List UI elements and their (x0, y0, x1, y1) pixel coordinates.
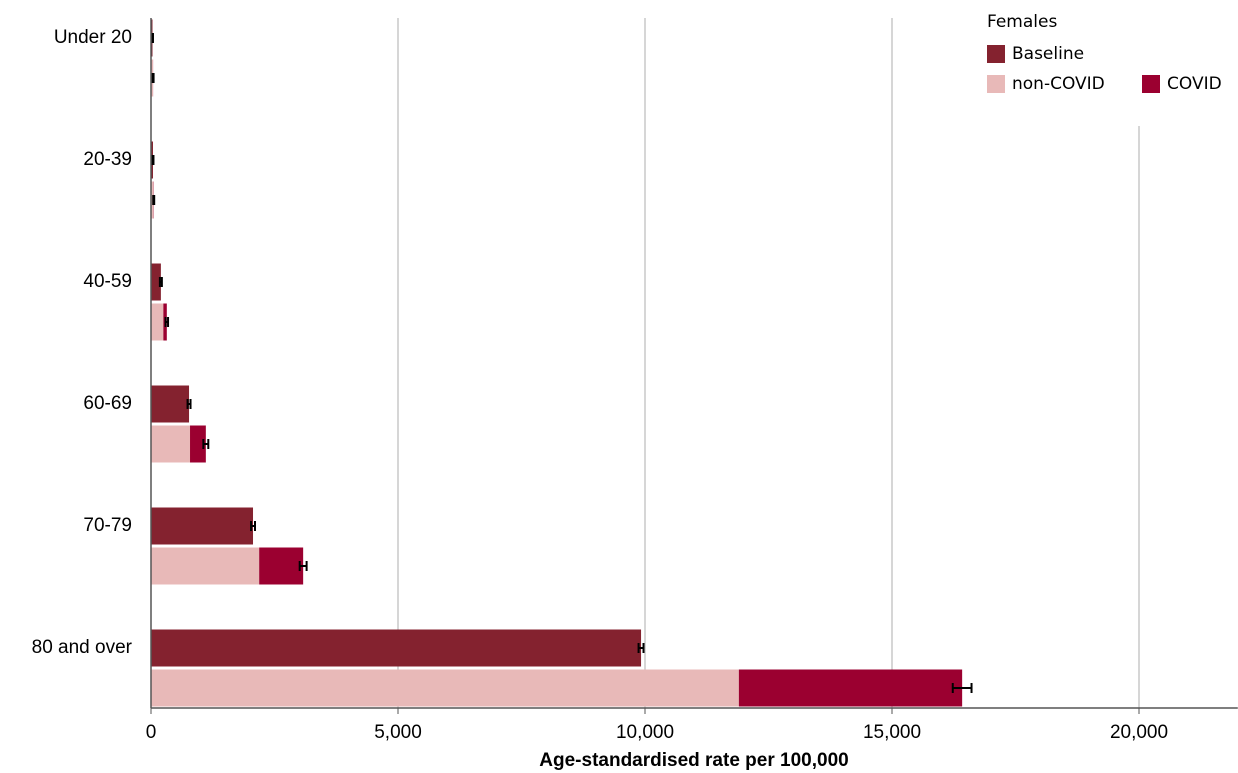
bar (151, 507, 254, 545)
error-bar (250, 521, 256, 531)
bar (151, 385, 190, 423)
bar (151, 263, 161, 301)
y-tick-label: 20-39 (83, 149, 132, 170)
legend-label: non-COVID (1012, 74, 1105, 94)
error-bar (151, 155, 155, 165)
bar (151, 629, 642, 667)
x-tick-label: 0 (146, 722, 157, 743)
x-tick-label: 10,000 (616, 722, 674, 743)
y-tick-label: 40-59 (83, 271, 132, 292)
bar (151, 669, 739, 707)
legend-label: COVID (1167, 74, 1222, 94)
error-bar (637, 643, 645, 653)
legend-title: Females (987, 12, 1057, 32)
x-tick-label: 20,000 (1110, 722, 1168, 743)
bar (738, 669, 963, 707)
y-tick-label: 70-79 (83, 515, 132, 536)
bar (151, 547, 260, 585)
error-bar (298, 561, 308, 571)
x-axis-title: Age-standardised rate per 100,000 (539, 750, 848, 771)
x-tick-label: 5,000 (374, 722, 422, 743)
x-tick-label: 15,000 (863, 722, 921, 743)
error-bar (158, 277, 163, 287)
error-bar (164, 317, 170, 327)
y-tick-label: Under 20 (54, 27, 132, 48)
bar (190, 425, 206, 463)
bar (151, 303, 164, 341)
bar (151, 425, 191, 463)
legend-background (975, 0, 1238, 126)
error-bar (951, 683, 973, 693)
error-bar (186, 399, 192, 409)
y-tick-label: 60-69 (83, 393, 132, 414)
error-bar (151, 73, 155, 83)
error-bar (152, 195, 156, 205)
error-bar (202, 439, 210, 449)
bar (259, 547, 304, 585)
legend-swatch (987, 75, 1005, 93)
error-bar (150, 33, 154, 43)
legend-swatch (987, 45, 1005, 63)
legend-swatch (1142, 75, 1160, 93)
legend-label: Baseline (1012, 44, 1084, 64)
y-tick-label: 80 and over (32, 637, 133, 658)
